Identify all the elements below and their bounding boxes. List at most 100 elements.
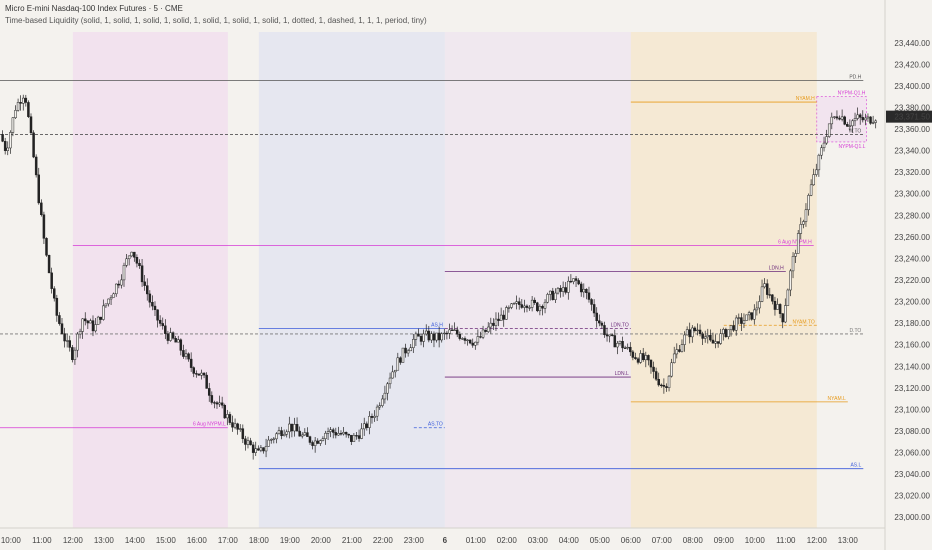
candle-body (463, 338, 467, 341)
candle-body (210, 395, 214, 403)
candle-body (763, 283, 766, 288)
time-tick-label: 02:00 (497, 536, 518, 545)
candle-body (63, 333, 66, 342)
candle-body (176, 339, 180, 343)
candle-body (533, 299, 536, 304)
candle-body (561, 287, 565, 292)
candle-body (734, 317, 738, 331)
candle-body (375, 406, 379, 417)
candle-body (802, 221, 805, 225)
candle-body (461, 338, 464, 340)
candle-body (554, 292, 557, 300)
candle-body (306, 432, 309, 437)
price-tick-label: 23,260.00 (894, 233, 930, 242)
price-tick-label: 23,320.00 (894, 168, 930, 177)
time-tick-label: 21:00 (342, 536, 363, 545)
level-label: AS.L (850, 463, 861, 469)
time-tick-label: 6 (443, 536, 448, 545)
candle-body (724, 329, 728, 337)
time-tick-label: 09:00 (714, 536, 735, 545)
candle-body (523, 305, 526, 308)
candle-body (171, 332, 175, 339)
indicator-label[interactable]: Time-based Liquidity (solid, 1, solid, 1… (5, 16, 427, 25)
candle-body (412, 339, 415, 348)
time-tick-label: 03:00 (528, 536, 549, 545)
candle-body (282, 433, 286, 436)
level-label: LDN.TO (611, 323, 629, 329)
candle-body (352, 435, 356, 442)
time-tick-label: 23:00 (404, 536, 425, 545)
candle-body (295, 424, 299, 432)
candle-body (670, 362, 673, 377)
candle-body (595, 312, 598, 321)
candle-body (778, 304, 782, 314)
candle-body (112, 293, 115, 298)
candle-body (768, 294, 772, 296)
price-tick-label: 23,180.00 (894, 319, 930, 328)
candle-body (272, 438, 276, 440)
candle-body (616, 342, 619, 348)
candle-body (737, 317, 741, 319)
time-axis[interactable]: 10:00 11:00 12:00 13:00 14:00 15:00 16:00 17:00… (0, 527, 885, 545)
time-tick-label: 14:00 (125, 536, 146, 545)
candle-body (745, 314, 748, 321)
candle-body (257, 448, 260, 451)
candle-body (861, 117, 865, 121)
price-axis[interactable]: 23,440.0023,420.0023,400.0023,380.0023,3… (884, 0, 932, 550)
candle-body (520, 304, 524, 308)
candle-body (259, 447, 263, 451)
candle-body (362, 423, 366, 430)
candle-body (598, 320, 601, 324)
candle-body (156, 309, 159, 321)
symbol-title[interactable]: Micro E-mini Nasdaq-100 Index Futures · … (5, 4, 183, 13)
price-tick-label: 23,200.00 (894, 298, 930, 307)
time-tick-label: 01:00 (466, 536, 487, 545)
candle-body (685, 329, 689, 336)
candle-body (151, 301, 154, 307)
current-price-label: 23,371.50 (894, 113, 930, 122)
candle-body (102, 305, 105, 320)
price-tick-label: 23,100.00 (894, 405, 930, 414)
candle-body (543, 301, 547, 309)
time-tick-label: 17:00 (218, 536, 239, 545)
candle-body (200, 372, 203, 376)
candle-body (42, 214, 46, 239)
candle-body (626, 346, 629, 349)
candle-body (466, 339, 469, 342)
candle-body (698, 329, 702, 335)
candle-body (750, 312, 753, 320)
candle-body (458, 333, 462, 339)
candle-body (621, 341, 624, 349)
candle-body (91, 320, 95, 332)
candle-body (843, 116, 846, 125)
time-tick-label: 12:00 (63, 536, 84, 545)
time-tick-label: 06:00 (621, 536, 642, 545)
candle-body (251, 444, 255, 453)
candle-body (587, 292, 591, 300)
candle-body (541, 306, 544, 309)
candle-body (6, 147, 9, 151)
candle-body (29, 116, 33, 134)
price-tick-label: 23,300.00 (894, 190, 930, 199)
candle-body (267, 439, 270, 447)
candle-body (313, 440, 317, 446)
price-tick-label: 23,060.00 (894, 449, 930, 458)
candle-body (290, 423, 294, 432)
candle-body (404, 347, 407, 354)
candle-body (665, 386, 668, 388)
price-tick-label: 23,360.00 (894, 125, 930, 134)
price-tick-label: 23,000.00 (894, 513, 930, 522)
candle-body (791, 256, 795, 272)
candle-body (706, 335, 710, 338)
candle-body (350, 434, 353, 442)
candle-body (55, 297, 59, 316)
candle-body (437, 332, 441, 341)
session-backgrounds: NYPM-Q1.H NYPM-Q1.L (72, 32, 867, 528)
candle-body (16, 102, 20, 111)
candle-body (812, 174, 815, 186)
candle-body (381, 398, 384, 406)
candle-body (424, 330, 428, 335)
candle-body (391, 371, 394, 379)
candle-body (471, 342, 474, 346)
